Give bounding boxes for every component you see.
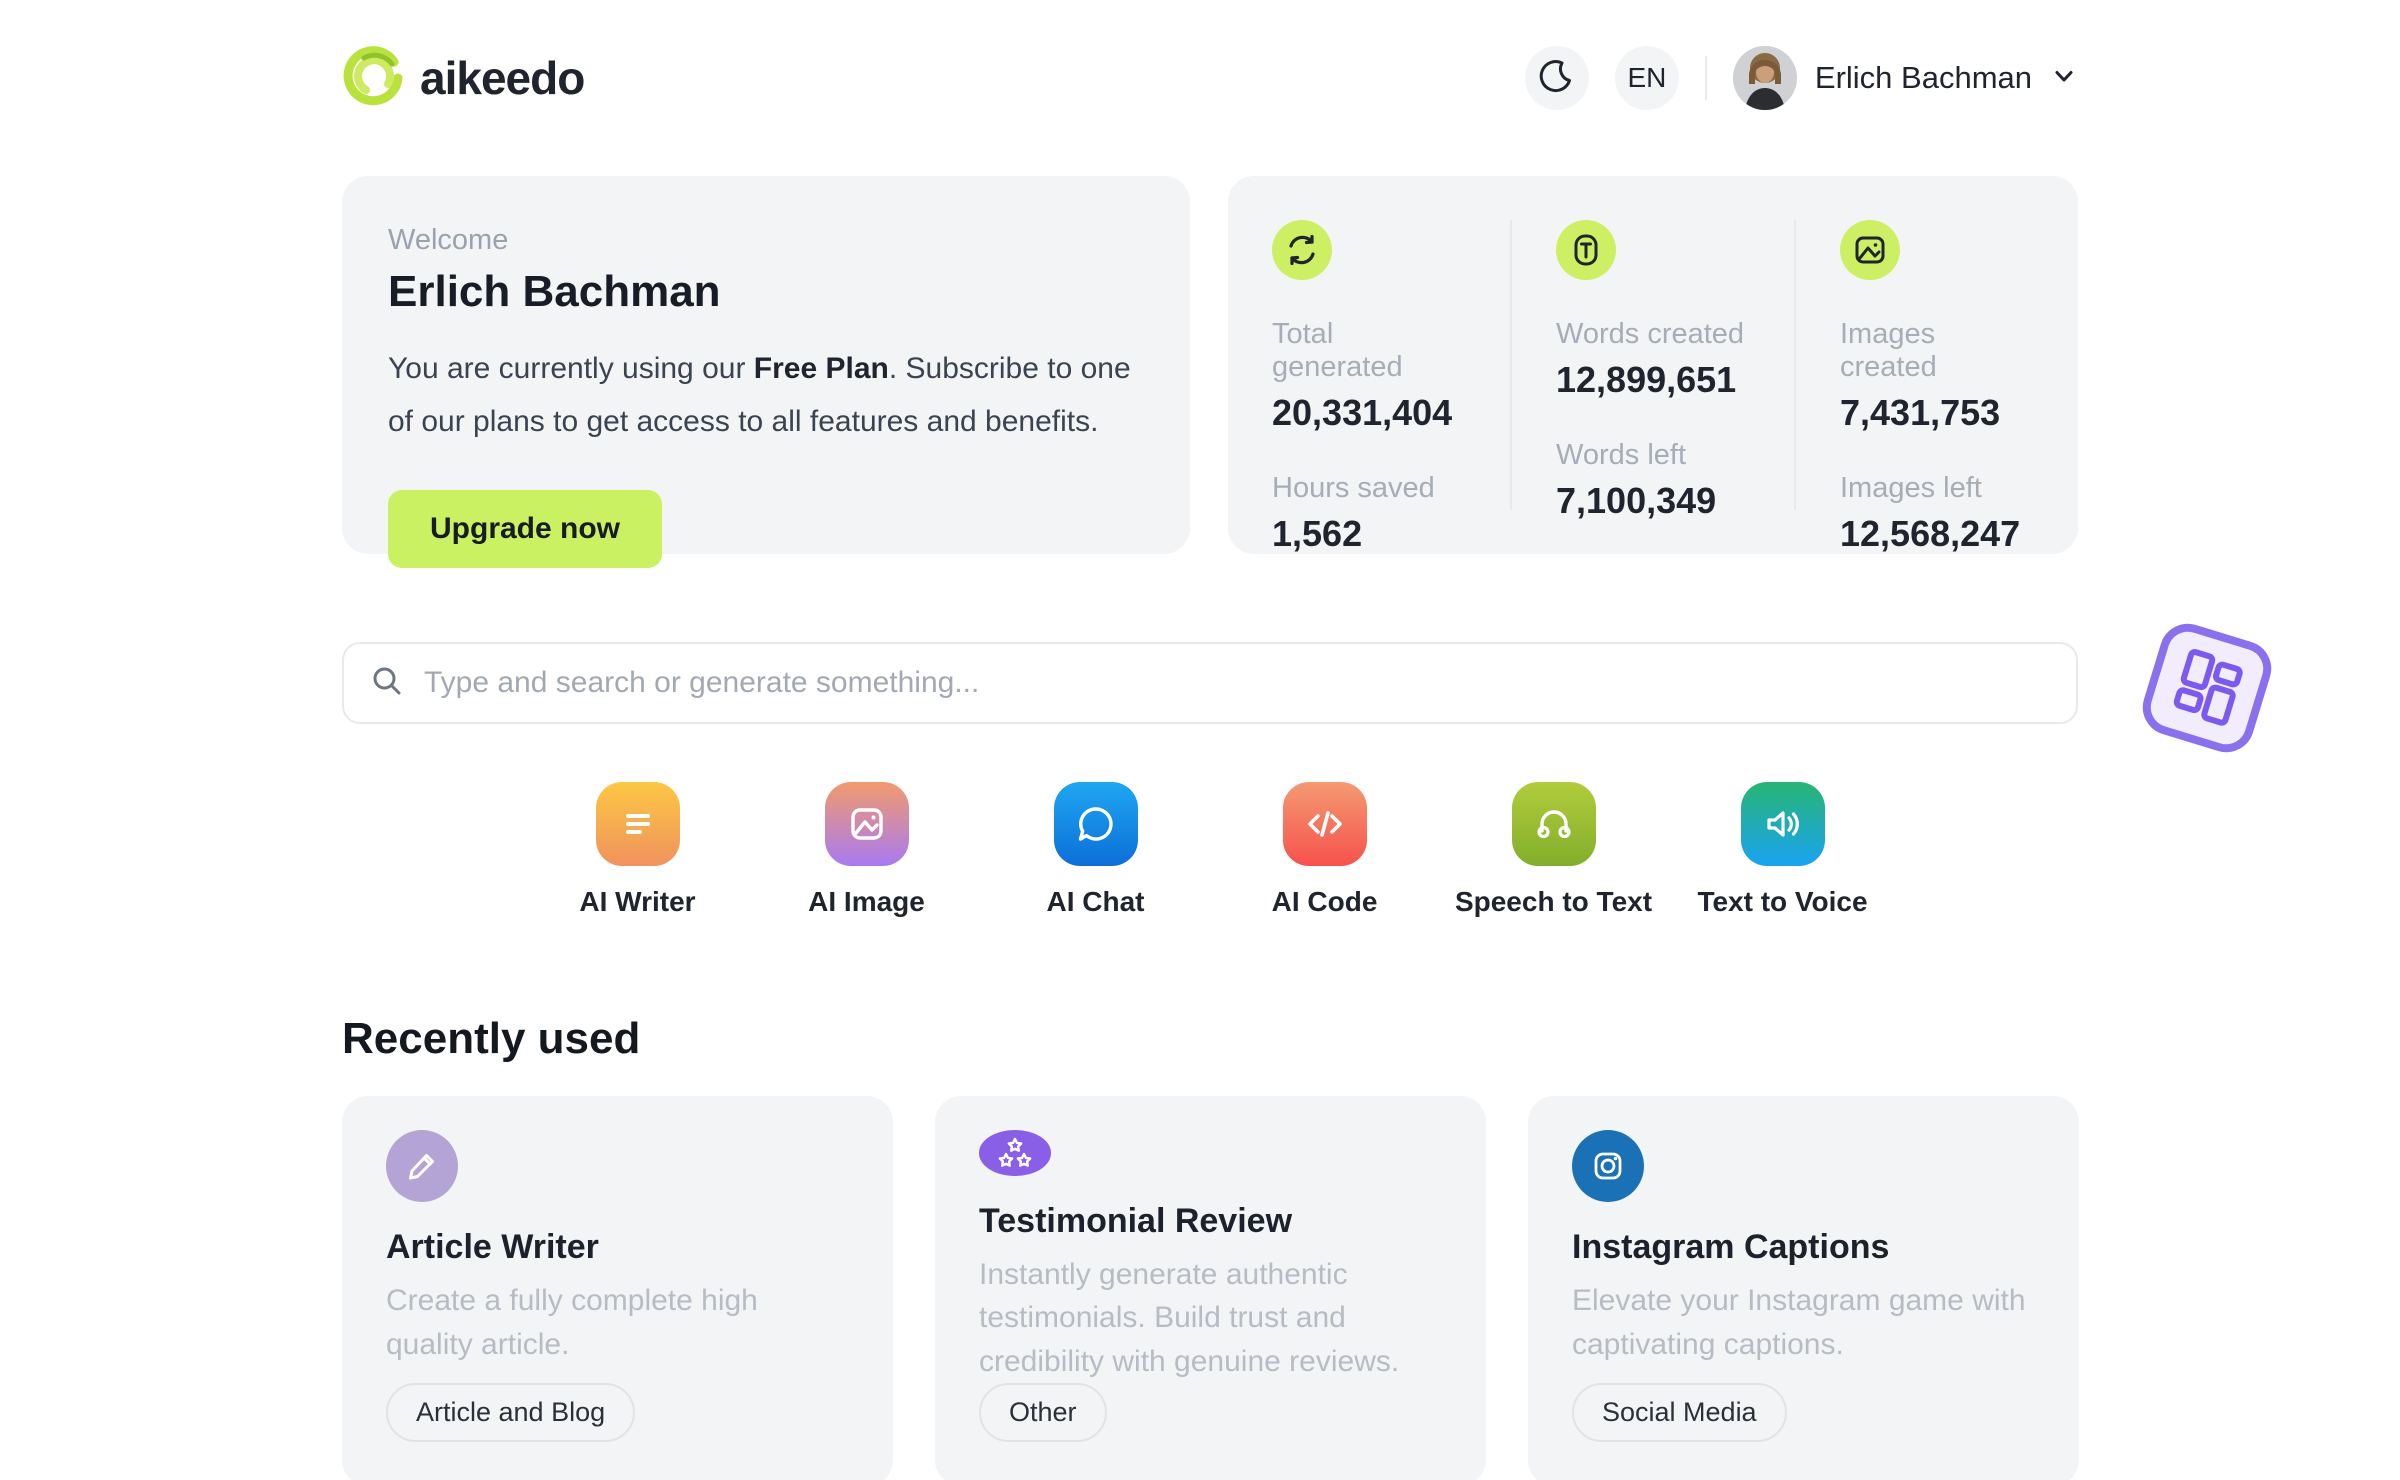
stat-label: Images left [1840, 472, 1982, 504]
dashboard-grid-icon [2158, 637, 2257, 739]
main-content: aikeedo EN [342, 44, 2079, 1480]
language-button[interactable]: EN [1614, 46, 1679, 110]
refresh-icon [1272, 220, 1332, 280]
recent-card-instagram-captions[interactable]: Instagram Captions Elevate your Instagra… [1528, 1096, 2079, 1480]
recent-card-title: Instagram Captions [1572, 1228, 1890, 1266]
category-tag[interactable]: Article and Blog [386, 1383, 636, 1442]
tool-ai-chat[interactable]: AI Chat [981, 782, 1210, 918]
stat-label: Hours saved [1272, 472, 1435, 504]
category-tag[interactable]: Social Media [1572, 1383, 1787, 1442]
tool-ai-image[interactable]: AI Image [752, 782, 981, 918]
tool-label: AI Writer [579, 886, 696, 917]
user-name: Erlich Bachman [1814, 60, 2032, 95]
recent-card-title: Testimonial Review [979, 1201, 1293, 1240]
recent-card-description: Elevate your Instagram game with captiva… [1572, 1284, 2026, 1361]
recent-card-testimonial-review[interactable]: Testimonial Review Instantly generate au… [935, 1096, 1486, 1480]
brand-name: aikeedo [420, 52, 585, 104]
user-menu[interactable]: Erlich Bachman [1732, 46, 2078, 110]
stat-label: Words left [1556, 439, 1687, 471]
tool-speech-to-text[interactable]: Speech to Text [1439, 782, 1668, 918]
recently-used-heading: Recently used [342, 1014, 641, 1063]
pencil-icon [386, 1130, 458, 1202]
tool-label: AI Chat [1046, 886, 1145, 917]
header-divider [1704, 56, 1707, 100]
header-controls: EN Erlich Bachman [1524, 46, 2078, 110]
stat-label: Words created [1556, 318, 1745, 350]
tool-text-to-voice[interactable]: Text to Voice [1668, 782, 1897, 918]
code-icon [1282, 782, 1367, 866]
tools-row: AI Writer AI Image AI Chat [342, 782, 2078, 918]
avatar [1732, 46, 1797, 110]
tool-label: AI Code [1271, 886, 1378, 917]
writer-icon [595, 782, 680, 866]
search-bar[interactable] [342, 642, 2078, 724]
image-icon [824, 782, 909, 866]
instagram-icon [1572, 1130, 1644, 1202]
stat-label: Images created [1840, 318, 1937, 383]
category-tag[interactable]: Other [979, 1383, 1107, 1442]
stat-column-words: Words created 12,899,651 Words left 7,10… [1510, 220, 1794, 521]
recent-card-article-writer[interactable]: Article Writer Create a fully complete h… [342, 1096, 893, 1480]
search-icon [370, 664, 404, 703]
tool-label: AI Image [808, 886, 925, 917]
stat-value: 20,331,404 [1272, 392, 1453, 433]
recent-card-description: Instantly generate authentic testimonial… [979, 1257, 1400, 1378]
stat-value: 12,899,651 [1556, 359, 1737, 400]
usage-stats-card: Total generated 20,331,404 Hours saved 1… [1228, 176, 2078, 554]
headphones-icon [1511, 782, 1596, 866]
chevron-down-icon [2050, 62, 2078, 95]
moon-icon [1539, 58, 1575, 99]
stat-value: 7,100,349 [1556, 480, 1717, 521]
recent-card-description: Create a fully complete high quality art… [386, 1284, 758, 1361]
tool-label: Speech to Text [1454, 886, 1653, 917]
top-cards-row: Welcome Erlich Bachman You are currently… [342, 176, 2078, 568]
words-icon [1556, 220, 1616, 280]
header: aikeedo EN [342, 44, 2078, 112]
tool-ai-code[interactable]: AI Code [1210, 782, 1439, 918]
tool-ai-writer[interactable]: AI Writer [523, 782, 752, 918]
recent-card-title: Article Writer [386, 1228, 599, 1266]
images-icon [1840, 220, 1900, 280]
floating-apps-widget[interactable] [2135, 616, 2279, 760]
tool-label: Text to Voice [1697, 886, 1868, 917]
stat-value: 1,562 [1272, 513, 1363, 554]
theme-toggle-button[interactable] [1524, 46, 1589, 110]
plan-message: You are currently using our Free Plan. S… [388, 352, 1131, 438]
language-label: EN [1627, 62, 1667, 93]
chat-icon [1053, 782, 1138, 866]
brand-logo[interactable]: aikeedo [342, 44, 585, 113]
upgrade-now-button[interactable]: Upgrade now [388, 490, 663, 568]
stat-label: Total generated [1272, 318, 1403, 383]
recently-used-grid: Article Writer Create a fully complete h… [342, 1096, 2079, 1480]
stat-value: 12,568,247 [1840, 513, 2021, 554]
stat-column-images: Images created 7,431,753 Images left 12,… [1794, 220, 2078, 554]
welcome-user-name: Erlich Bachman [388, 267, 721, 316]
stat-column-generated: Total generated 20,331,404 Hours saved 1… [1228, 220, 1510, 554]
stars-icon [979, 1130, 1051, 1176]
welcome-eyebrow: Welcome [388, 224, 509, 256]
plan-name: Free Plan [753, 352, 889, 385]
search-input[interactable] [424, 666, 2050, 700]
logo-swirl-icon [342, 44, 406, 113]
welcome-card: Welcome Erlich Bachman You are currently… [342, 176, 1190, 568]
speaker-icon [1740, 782, 1825, 866]
stat-value: 7,431,753 [1840, 392, 2001, 433]
